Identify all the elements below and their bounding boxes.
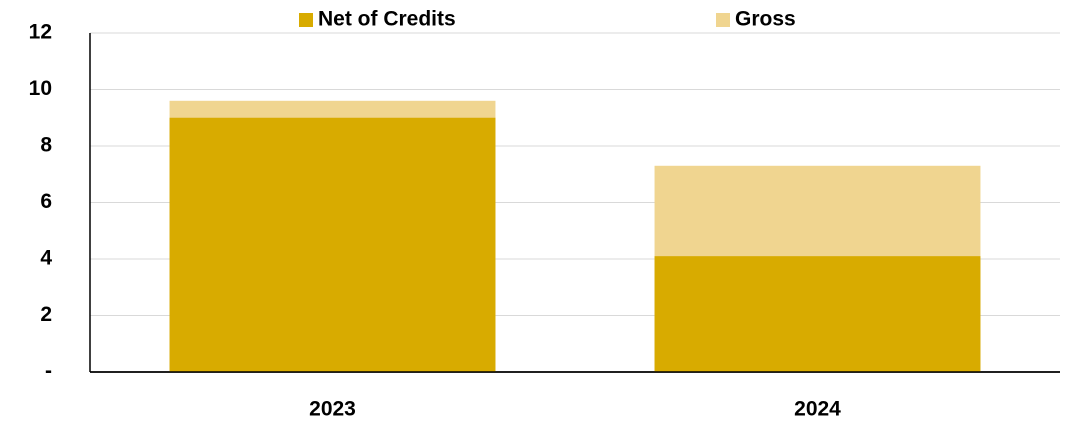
x-tick-label: 2023 (309, 398, 356, 421)
y-tick-label: 6 (40, 190, 52, 213)
x-tick-label: 2024 (794, 398, 841, 421)
legend-label: Net of Credits (318, 8, 456, 31)
y-tick-label: 12 (29, 21, 52, 44)
bar (654, 256, 981, 372)
y-tick-label: 10 (29, 77, 52, 100)
bar (169, 117, 496, 372)
y-tick-label: 2 (40, 303, 52, 326)
y-tick-label: - (45, 360, 52, 383)
y-tick-label: 8 (40, 134, 52, 157)
legend-swatch (299, 13, 313, 27)
legend-swatch (716, 13, 730, 27)
y-tick-label: 4 (40, 247, 52, 270)
legend-label: Gross (735, 8, 796, 31)
